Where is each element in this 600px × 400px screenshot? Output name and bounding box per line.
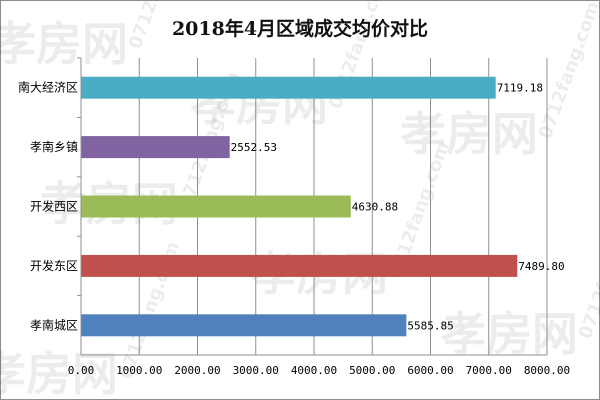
bar bbox=[81, 195, 351, 218]
bar-value-label: 4630.88 bbox=[352, 201, 398, 214]
bar bbox=[81, 254, 518, 277]
watermark-url-text: 0712fang.com bbox=[575, 199, 600, 342]
bar-value-label: 7119.18 bbox=[497, 82, 543, 95]
x-tick-label: 2000.00 bbox=[174, 364, 220, 377]
x-tick-label: 1000.00 bbox=[116, 364, 162, 377]
watermark-logo-text: 孝房网 bbox=[400, 107, 538, 161]
watermark-url-text: 0712fang.com bbox=[535, 0, 600, 142]
chart-title: 2018年4月区域成交均价对比 bbox=[171, 18, 429, 40]
bar-value-label: 7489.80 bbox=[518, 260, 564, 273]
bars bbox=[81, 76, 518, 337]
category-label: 开发东区 bbox=[30, 258, 78, 273]
x-tick-label: 7000.00 bbox=[466, 364, 512, 377]
category-label: 孝南乡镇 bbox=[30, 139, 78, 154]
category-label: 孝南城区 bbox=[30, 317, 78, 332]
bar bbox=[81, 136, 230, 159]
x-tick-label: 3000.00 bbox=[233, 364, 279, 377]
watermark-url-text: 0712fang.com bbox=[125, 0, 194, 52]
watermark-logo-text: 孝房网 bbox=[440, 307, 578, 361]
category-label: 南大经济区 bbox=[18, 80, 78, 95]
value-labels: 7119.18 2552.53 4630.88 7489.80 5585.85 bbox=[231, 82, 565, 333]
bar bbox=[81, 314, 407, 337]
bar-value-label: 2552.53 bbox=[231, 141, 277, 154]
x-tick-label: 6000.00 bbox=[407, 364, 453, 377]
watermark-logo-text: 孝房网 bbox=[0, 17, 128, 71]
x-tick-label: 0.00 bbox=[68, 364, 95, 377]
x-tick-label: 4000.00 bbox=[291, 364, 337, 377]
bar bbox=[81, 76, 496, 99]
x-tick-label: 5000.00 bbox=[349, 364, 395, 377]
watermark-logo-text: 孝房网 bbox=[0, 347, 118, 400]
x-tick-label: 8000.00 bbox=[524, 364, 570, 377]
x-tick-labels: 0.00 1000.00 2000.00 3000.00 4000.00 5000.00 6… bbox=[68, 364, 570, 377]
bar-value-label: 5585.85 bbox=[407, 319, 453, 332]
category-label: 开发西区 bbox=[30, 199, 78, 214]
